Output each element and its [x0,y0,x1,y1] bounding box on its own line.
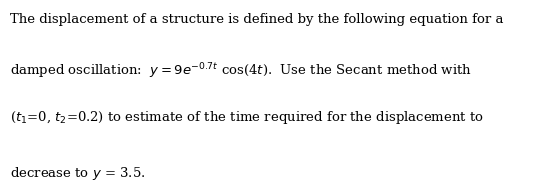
Text: decrease to $y$ = 3.5.: decrease to $y$ = 3.5. [10,165,146,182]
Text: ($t_1$=0, $t_2$=0.2) to estimate of the time required for the displacement to: ($t_1$=0, $t_2$=0.2) to estimate of the … [10,109,484,127]
Text: damped oscillation:  $y = 9e^{-0.7t}$ cos(4$t$).  Use the Secant method with: damped oscillation: $y = 9e^{-0.7t}$ cos… [10,61,472,81]
Text: The displacement of a structure is defined by the following equation for a: The displacement of a structure is defin… [10,13,504,26]
